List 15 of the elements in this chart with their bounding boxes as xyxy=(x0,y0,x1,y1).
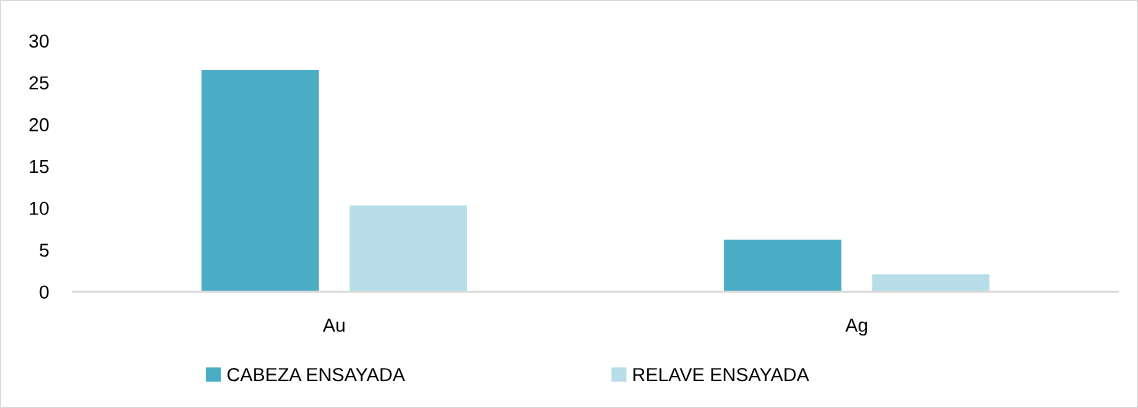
bar xyxy=(201,69,319,292)
y-tick-label: 25 xyxy=(29,76,49,90)
y-tick-label: 0 xyxy=(39,285,49,299)
x-tick-label: Ag xyxy=(845,318,868,336)
bar xyxy=(349,205,467,292)
y-tick-label: 20 xyxy=(29,118,49,132)
y-tick-label: 5 xyxy=(39,243,49,257)
y-tick-label: 15 xyxy=(29,160,49,174)
legend-label: RELAVE ENSAYADA xyxy=(633,367,810,382)
bar xyxy=(872,274,990,292)
y-tick-label: 10 xyxy=(29,201,49,216)
legend-label: CABEZA ENSAYADA xyxy=(227,367,406,382)
y-tick-label: 30 xyxy=(29,34,49,48)
bar xyxy=(724,239,842,292)
x-tick-label: Au xyxy=(322,318,345,332)
